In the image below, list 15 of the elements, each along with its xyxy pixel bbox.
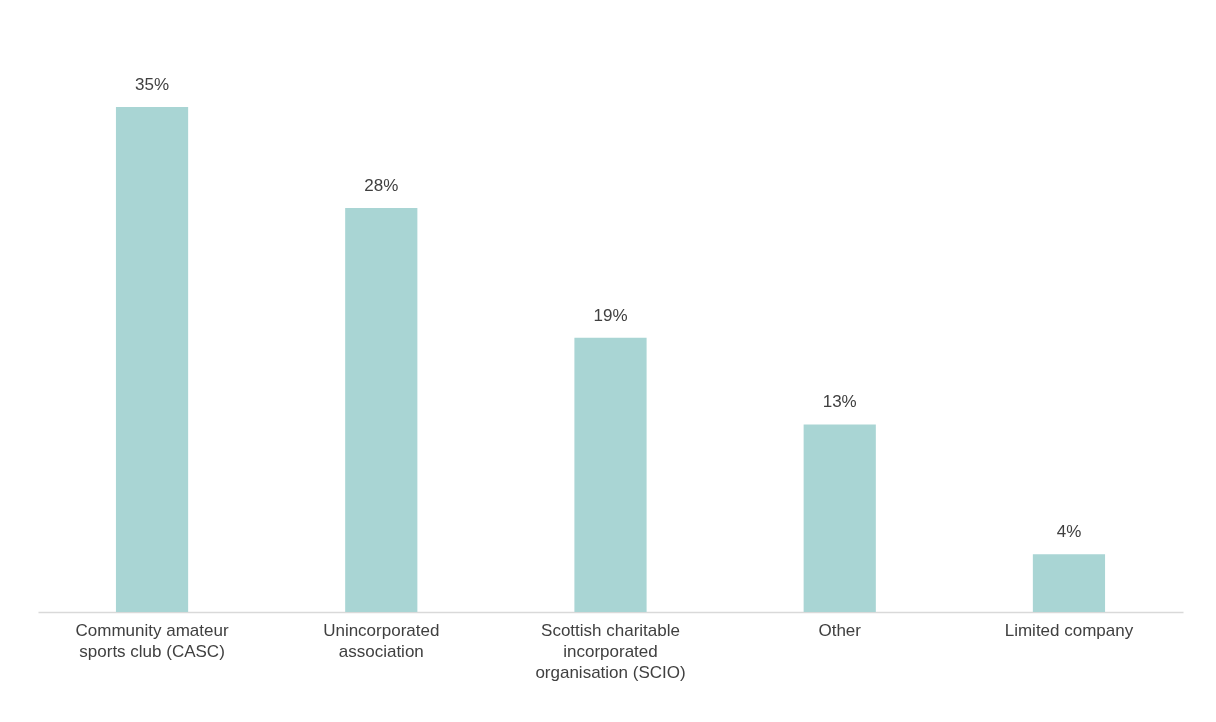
x-tick-label: Other [818,620,862,640]
bar [345,208,418,612]
x-tick-label: Limited company [1004,620,1134,640]
data-label: 28% [364,176,399,195]
data-label: 13% [822,392,857,412]
data-label: 4% [1056,522,1082,542]
bar [115,107,189,612]
x-tick-label: Community amateur sports club (CASC) [75,620,229,661]
data-label: 19% [593,305,628,325]
x-tick-label: Scottish charitable incorporated organisation (SCIO) [535,620,686,682]
bar [803,424,876,612]
bar [1032,554,1106,612]
data-label: 35% [135,75,170,94]
bar [574,337,647,612]
x-tick-label: Unincorporated association [323,620,440,661]
